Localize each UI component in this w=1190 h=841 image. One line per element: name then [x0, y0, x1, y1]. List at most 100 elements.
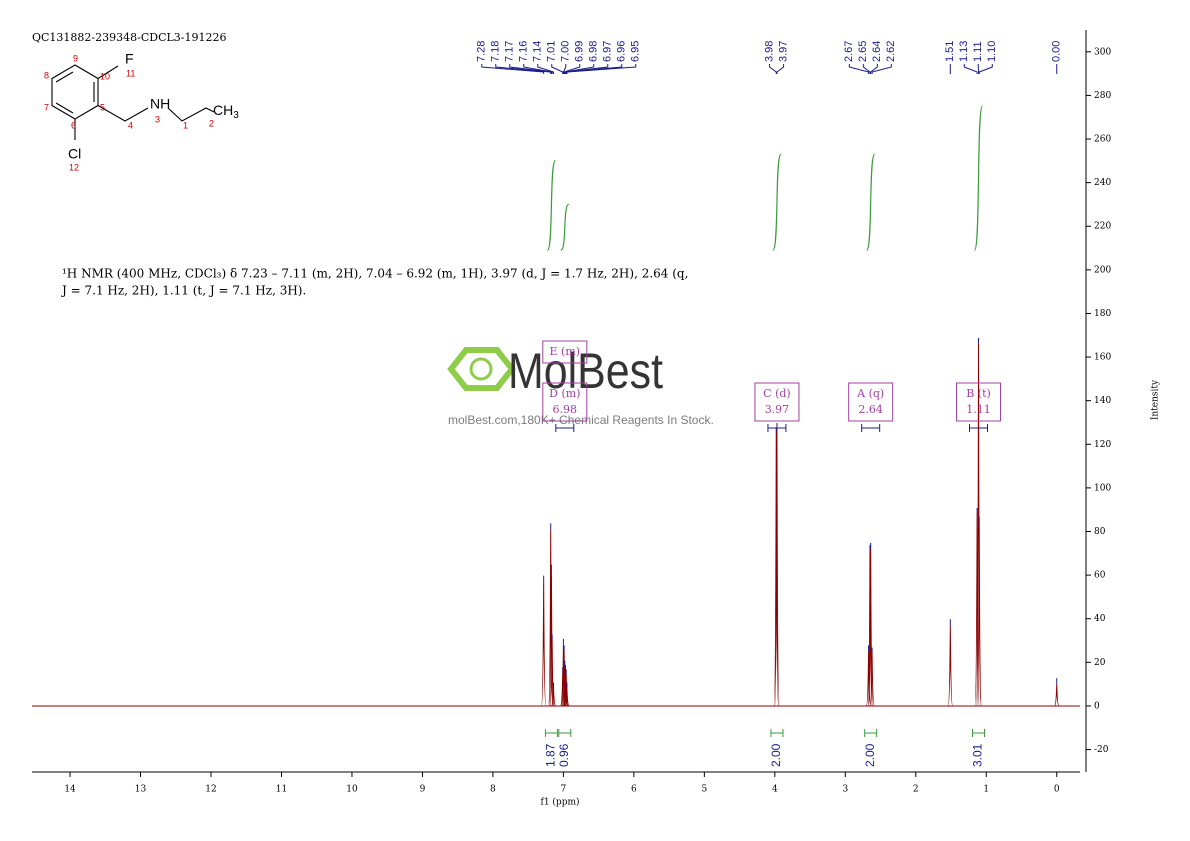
- atom-number: 10: [100, 71, 110, 81]
- x-tick-label: 5: [701, 785, 707, 795]
- y-tick-label: 260: [1094, 135, 1111, 145]
- y-tick-label: 100: [1094, 483, 1111, 493]
- peak-leader: [565, 64, 623, 74]
- integral-label: 2.00: [769, 743, 783, 767]
- peak-leader: [495, 64, 552, 74]
- atom-nh: NH: [150, 96, 170, 112]
- peak-label: 7.18: [490, 41, 502, 62]
- peak-label: 7.00: [560, 41, 572, 62]
- integral-curve: [560, 203, 570, 251]
- ch-sub: 3: [233, 110, 239, 121]
- peak-label: 7.17: [504, 41, 516, 62]
- peak: [540, 581, 547, 707]
- atom-number: 4: [128, 120, 133, 130]
- sample-name: QC131882-239348-CDCL3-191226: [32, 31, 227, 44]
- atom-number: 1: [183, 120, 188, 130]
- peak-label: 2.62: [885, 41, 897, 62]
- peak-leader: [537, 64, 555, 74]
- atom-number: 6: [71, 120, 76, 130]
- peak-label: 1.13: [958, 41, 970, 62]
- x-tick-label: 14: [64, 785, 76, 795]
- peak: [1054, 684, 1060, 707]
- peak-leader: [862, 64, 871, 74]
- x-tick-label: 9: [420, 785, 426, 795]
- y-tick-label: 200: [1094, 265, 1111, 275]
- y-tick-label: 240: [1094, 178, 1111, 188]
- peak-leader: [769, 64, 777, 74]
- logo-ring: [469, 357, 493, 381]
- x-tick-label: 0: [1054, 785, 1060, 795]
- logo: [447, 347, 516, 391]
- multiplet-label: B (t): [966, 387, 991, 400]
- x-tick-label: 1: [983, 785, 989, 795]
- peak-leader: [523, 64, 553, 74]
- peak-leader: [481, 64, 545, 74]
- peak-leader: [563, 64, 581, 74]
- peak-leader: [776, 64, 785, 74]
- peak: [551, 688, 557, 707]
- y-tick-label: 120: [1094, 440, 1111, 450]
- peak-label: 6.95: [630, 41, 642, 62]
- peak-leader: [871, 64, 892, 74]
- x-tick-label: 8: [490, 785, 496, 795]
- peak-leader: [566, 64, 637, 74]
- peak-label: 7.16: [518, 41, 530, 62]
- tagline: molBest.com,180K+ Chemical Reagents In S…: [448, 413, 714, 427]
- peak: [774, 429, 780, 707]
- y-tick-label: 60: [1094, 571, 1106, 581]
- peak-label: 3.98: [764, 41, 776, 62]
- multiplet-label: D (m): [549, 387, 580, 400]
- description: J = 7.1 Hz, 2H), 1.11 (t, J = 7.1 Hz, 3H…: [60, 284, 306, 298]
- atom-number: 3: [155, 114, 160, 124]
- integral-bracket: [544, 729, 558, 737]
- x-axis-label: f1 (ppm): [541, 797, 580, 808]
- multiplet-label: C (d): [763, 387, 791, 400]
- integral-bracket: [770, 729, 784, 737]
- peak-label: 6.96: [616, 41, 628, 62]
- peak-leader: [978, 64, 993, 74]
- brand: MolBest: [508, 343, 663, 399]
- atom-number: 2: [209, 118, 214, 128]
- y-tick-label: 40: [1094, 614, 1106, 624]
- integral-label: 1.87: [544, 743, 558, 767]
- x-tick-label: 4: [772, 785, 778, 795]
- atom-ch3: CH3: [213, 102, 239, 121]
- atom-number: 12: [69, 162, 79, 172]
- peak-leader: [509, 64, 552, 74]
- integral-bracket: [972, 729, 986, 737]
- peak-label: 1.11: [972, 41, 984, 62]
- y-tick-label: 220: [1094, 222, 1111, 232]
- integral-label: 3.01: [971, 743, 985, 767]
- atom-number: 5: [100, 102, 105, 112]
- x-tick-label: 7: [561, 785, 567, 795]
- peak-label: 0.00: [1051, 41, 1063, 62]
- peak-leader: [564, 64, 595, 74]
- peak-label: 7.01: [546, 41, 558, 62]
- peak-leader: [551, 64, 564, 74]
- multiplet-label: A (q): [856, 387, 884, 400]
- integral-bracket: [558, 729, 572, 737]
- atom-number: 7: [44, 102, 49, 112]
- peak-label: 1.51: [944, 41, 956, 62]
- peak-label: 1.10: [986, 41, 998, 62]
- peak-label: 6.97: [602, 41, 614, 62]
- y-tick-label: 20: [1094, 658, 1106, 668]
- atom-number: 8: [44, 70, 49, 80]
- integral-label: 0.96: [557, 743, 571, 767]
- y-tick-label: 180: [1094, 309, 1111, 319]
- integral-curve: [866, 153, 876, 251]
- multiplet-box: [754, 382, 800, 422]
- peak-leader: [848, 64, 870, 74]
- peak-label: 6.98: [588, 41, 600, 62]
- integral-curve: [973, 105, 984, 251]
- peak-label: 3.97: [778, 41, 790, 62]
- peak-label: 2.64: [871, 41, 883, 62]
- y-tick-label: 160: [1094, 353, 1111, 363]
- multiplet-range: [861, 424, 881, 432]
- multiplet-box: [848, 382, 894, 422]
- y-axis-label: Intensity: [1151, 379, 1161, 420]
- y-tick-label: 280: [1094, 91, 1111, 101]
- peak-leader: [870, 64, 878, 74]
- x-tick-label: 13: [135, 785, 147, 795]
